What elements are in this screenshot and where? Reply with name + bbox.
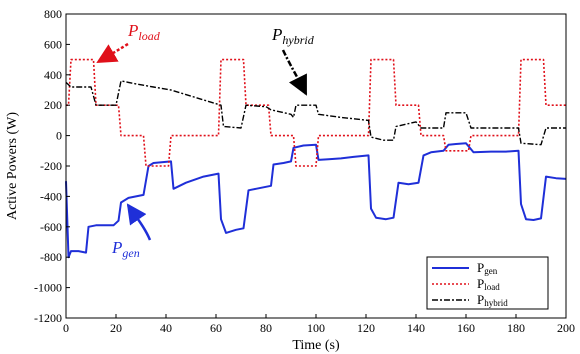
y-tick-label: -200 xyxy=(40,159,62,173)
y-tick-label: -800 xyxy=(40,250,62,264)
annotation-hybrid: Phybrid xyxy=(271,25,315,96)
x-tick-label: 120 xyxy=(357,321,375,335)
series-layer xyxy=(65,58,567,259)
y-tick-label: 400 xyxy=(44,68,62,82)
y-axis-label: Active Powers (W) xyxy=(5,112,20,220)
annotation-gen-label: Pgen xyxy=(111,238,140,260)
y-tick-label: -1200 xyxy=(34,311,62,325)
x-tick-label: 200 xyxy=(557,321,575,335)
annotation-load: Pload xyxy=(96,21,161,64)
y-tick-label: 0 xyxy=(56,129,62,143)
x-tick-label: 20 xyxy=(110,321,122,335)
ticks-layer: 0 20 40 60 80 100 120 140 160 180 200 800 600 400 200 0… xyxy=(34,7,575,335)
x-axis-label: Time (s) xyxy=(292,338,340,353)
series-line-hybrid xyxy=(65,80,566,146)
x-tick-label: 140 xyxy=(407,321,425,335)
y-tick-label: 200 xyxy=(44,98,62,112)
y-tick-label: 600 xyxy=(44,37,62,51)
annotation-gen-arrow xyxy=(126,203,152,241)
annotation-hybrid-label: Phybrid xyxy=(271,25,315,47)
y-tick-label: 800 xyxy=(44,7,62,21)
x-tick-label: 40 xyxy=(160,321,172,335)
legend-label-load: Pload xyxy=(477,276,500,292)
x-tick-label: 60 xyxy=(210,321,222,335)
x-tick-label: 0 xyxy=(63,321,69,335)
annotation-gen: Pgen xyxy=(111,203,152,260)
x-tick-label: 80 xyxy=(260,321,272,335)
x-tick-label: 160 xyxy=(457,321,475,335)
annotation-hybrid-arrow xyxy=(281,49,308,96)
x-tick-label: 180 xyxy=(507,321,525,335)
series-line-load xyxy=(66,58,566,167)
annotation-load-arrow xyxy=(96,42,129,64)
x-tick-label: 100 xyxy=(307,321,325,335)
y-tick-label: -1000 xyxy=(34,281,62,295)
annotation-load-label: Pload xyxy=(127,21,161,43)
y-tick-label: -400 xyxy=(40,189,62,203)
y-tick-label: -600 xyxy=(40,220,62,234)
legend-label-gen: Pgen xyxy=(477,260,498,276)
series-line-gen xyxy=(65,142,567,259)
legend: Pgen Pload Phybrid xyxy=(426,256,549,310)
legend-label-hybrid: Phybrid xyxy=(477,292,508,308)
